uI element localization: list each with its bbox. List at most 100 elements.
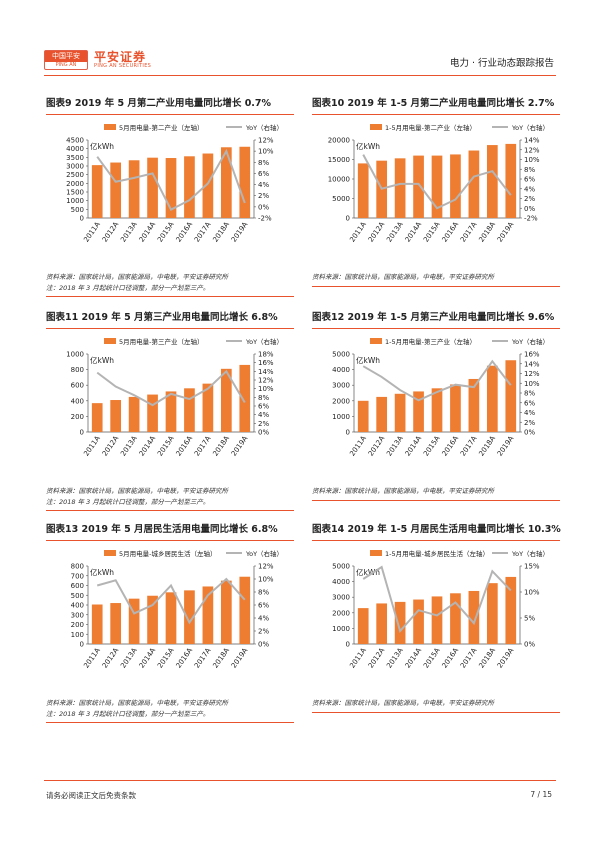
legend-line-label: YoY（右轴） — [511, 549, 549, 558]
chart-svg: 1-5月用电量-城乡居民生活（左轴） YoY（右轴） 0 1000 2000 3000 40… — [332, 549, 549, 670]
category-label: 2012A — [367, 220, 387, 243]
right-tick-label: 4% — [258, 411, 269, 419]
legend-bar-label: 5月用电量-城乡居民生活（左轴） — [119, 549, 216, 558]
pingan-group-logo: 中国平安 PING AN — [44, 50, 88, 70]
bar — [128, 396, 140, 432]
bar — [220, 147, 232, 218]
unit-label: 亿kWh — [90, 355, 114, 365]
category-label: 2011A — [348, 434, 368, 457]
category-label: 2014A — [404, 434, 424, 457]
left-tick-label: 1000 — [332, 625, 350, 633]
source-divider — [312, 712, 560, 713]
footer-divider — [44, 780, 556, 781]
legend-bar-label: 1-5月用电量-城乡居民生活（左轴） — [385, 549, 489, 558]
category-label: 2011A — [82, 434, 102, 457]
bar — [220, 368, 232, 432]
right-tick-label: 14% — [524, 137, 540, 145]
title-divider — [46, 540, 294, 541]
right-tick-label: 15% — [524, 563, 540, 571]
category-label: 2014A — [138, 434, 158, 457]
chart-panel-10: 图表10 2019 年 1-5 月第二产业用电量同比增长 2.7% 1-5月用电… — [312, 96, 560, 291]
right-tick-label: 12% — [258, 137, 274, 145]
right-tick-label: 10% — [524, 156, 540, 164]
bar — [505, 143, 517, 218]
left-tick-label: 700 — [71, 572, 84, 580]
chart-panel-11: 图表11 2019 年 5 月第三产业用电量同比增长 6.8% 5月用电量-第三… — [46, 310, 294, 511]
title-divider — [46, 114, 294, 115]
chart-svg: 1-5月用电量-第三产业（左轴） YoY（右轴） 0 1000 2000 3000 4000… — [332, 337, 549, 458]
chart-source: 资料来源：国家统计局，国家能源局，中电联，平安证券研究所 注：2018 年 3 … — [46, 272, 294, 294]
category-label: 2011A — [82, 646, 102, 669]
right-tick-label: 0% — [258, 429, 269, 437]
legend-bar-swatch — [370, 124, 382, 130]
category-label: 2012A — [367, 434, 387, 457]
left-tick-label: 4000 — [66, 145, 84, 153]
category-label: 2011A — [348, 646, 368, 669]
brand-name-en: PING AN SECURITIES — [94, 63, 152, 69]
source-line-1: 资料来源：国家统计局，国家能源局，中电联，平安证券研究所 — [46, 487, 228, 495]
bar — [431, 596, 443, 644]
legend-bar-label: 5月用电量-第二产业（左轴） — [119, 123, 203, 132]
left-tick-label: 0 — [346, 215, 350, 223]
left-tick-label: 1000 — [66, 351, 84, 359]
left-tick-label: 500 — [71, 592, 84, 600]
left-tick-label: 3000 — [332, 594, 350, 602]
left-tick-label: 400 — [71, 602, 84, 610]
left-tick-label: 2000 — [332, 397, 350, 405]
bar — [394, 393, 406, 432]
legend-bar-swatch — [104, 338, 116, 344]
source-line-1: 资料来源：国家统计局，国家能源局，中电联，平安证券研究所 — [312, 273, 494, 281]
right-tick-label: 10% — [258, 148, 274, 156]
bar — [147, 595, 158, 644]
category-label: 2018A — [211, 434, 231, 457]
unit-label: 亿kWh — [356, 567, 380, 577]
category-label: 2014A — [138, 220, 158, 243]
left-tick-label: 0 — [80, 641, 84, 649]
source-divider — [46, 296, 294, 297]
left-tick-label: 300 — [71, 611, 84, 619]
right-tick-label: 0% — [524, 205, 535, 213]
source-divider — [46, 510, 294, 511]
category-label: 2015A — [156, 220, 176, 243]
page-number: 7 / 15 — [530, 790, 552, 799]
bar — [239, 146, 251, 218]
legend-line-label: YoY（右轴） — [511, 123, 549, 132]
left-tick-label: 0 — [80, 429, 84, 437]
yoy-line — [362, 565, 512, 634]
right-tick-label: 8% — [524, 166, 535, 174]
category-label: 2018A — [477, 434, 497, 457]
title-divider — [312, 540, 560, 541]
logo-box-top-text: 中国平安 — [45, 51, 87, 62]
legend-bar-swatch — [104, 124, 116, 130]
bar — [376, 396, 388, 432]
footer-disclaimer: 请务必阅读正文后免责条款 — [46, 791, 136, 800]
bar — [450, 384, 461, 432]
category-label: 2017A — [459, 434, 479, 457]
bar — [486, 145, 498, 218]
bar — [110, 400, 122, 432]
category-label: 2017A — [193, 220, 213, 243]
category-label: 2013A — [119, 434, 139, 457]
left-tick-label: 200 — [71, 413, 84, 421]
right-tick-label: 6% — [258, 602, 269, 610]
left-tick-label: 2500 — [66, 171, 84, 179]
title-divider — [312, 328, 560, 329]
category-label: 2019A — [230, 434, 250, 457]
chart-source: 资料来源：国家统计局，国家能源局，中电联，平安证券研究所 — [312, 486, 560, 497]
bar — [468, 590, 480, 644]
chart-title: 图表11 2019 年 5 月第三产业用电量同比增长 6.8% — [46, 312, 278, 323]
left-tick-label: 4500 — [66, 137, 84, 145]
right-tick-label: 4% — [258, 615, 269, 623]
right-tick-label: 6% — [258, 170, 269, 178]
yoy-line — [96, 369, 246, 407]
right-tick-label: 14% — [258, 368, 274, 376]
source-line-2: 注：2018 年 3 月起统计口径调整，部分一产划至三产。 — [46, 498, 210, 506]
chart-source: 资料来源：国家统计局，国家能源局，中电联，平安证券研究所 — [312, 698, 560, 709]
bar — [413, 155, 424, 218]
right-tick-label: 8% — [258, 159, 269, 167]
category-label: 2012A — [101, 220, 121, 243]
bar — [413, 391, 424, 432]
bar — [128, 160, 140, 218]
unit-label: 亿kWh — [356, 141, 380, 151]
